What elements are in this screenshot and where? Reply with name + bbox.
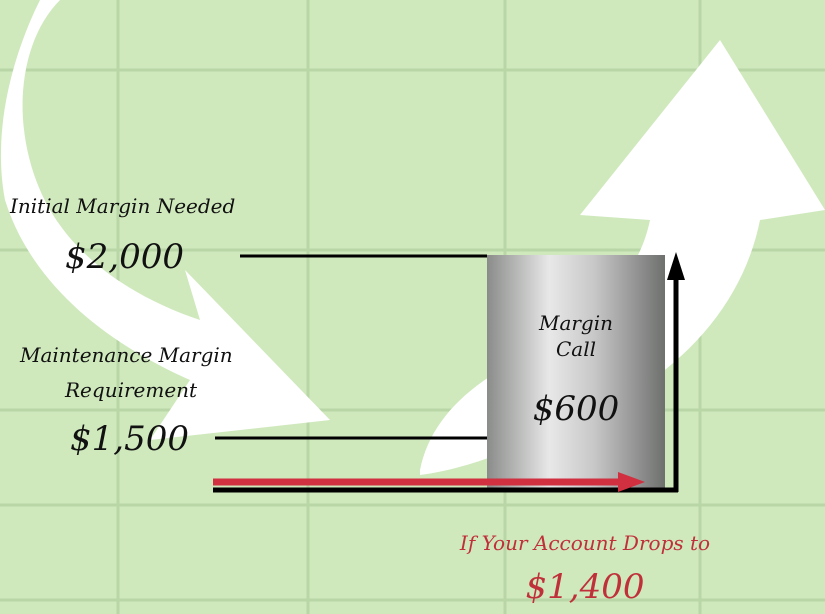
maintenance-title-1: Maintenance Margin	[19, 343, 233, 367]
diagram: Initial Margin Needed $2,000 Maintenance…	[0, 0, 825, 614]
call-amount: $600	[533, 389, 620, 429]
maintenance-amount: $1,500	[70, 419, 189, 459]
call-title-1: Margin	[538, 311, 613, 335]
drop-title: If Your Account Drops to	[459, 531, 710, 555]
drop-amount: $1,400	[526, 567, 645, 607]
maintenance-title-2: Requirement	[64, 378, 198, 402]
initial-title: Initial Margin Needed	[9, 194, 235, 218]
margin-call-cylinder	[487, 255, 665, 490]
call-title-2: Call	[556, 337, 596, 361]
initial-amount: $2,000	[65, 237, 184, 277]
